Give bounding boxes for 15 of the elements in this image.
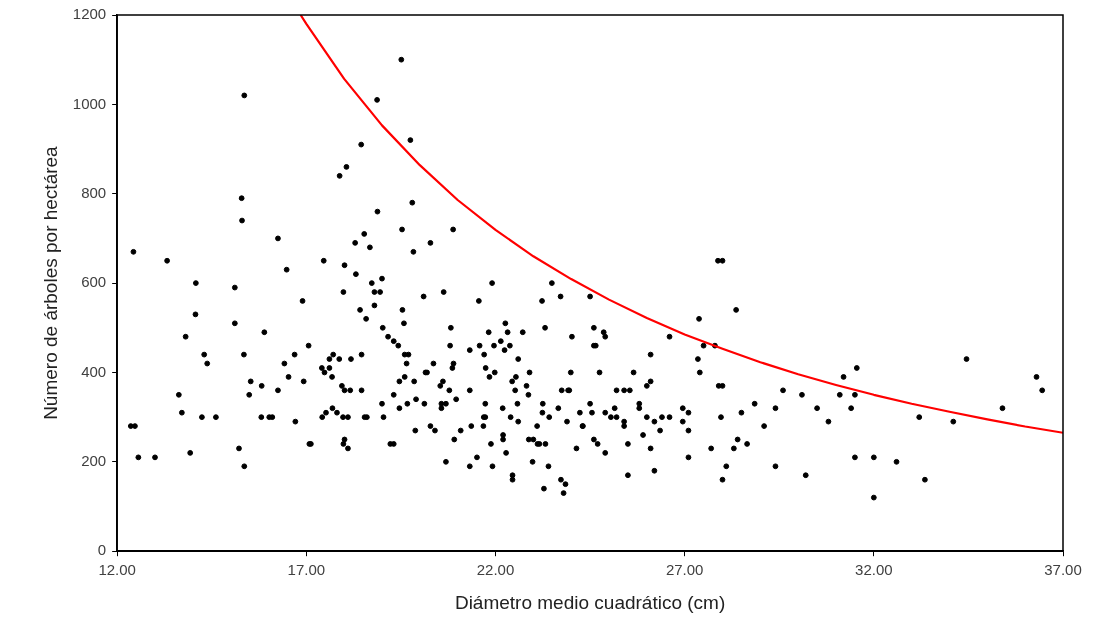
x-tick-label: 37.00 (1044, 561, 1082, 579)
y-tick-label: 1200 (72, 5, 107, 23)
x-tick-label: 12.00 (98, 561, 136, 579)
y-tick-label: 200 (81, 451, 107, 469)
y-axis-title: Número de árboles por hectárea (39, 145, 61, 420)
y-tick-label: 800 (81, 183, 107, 201)
x-tick-label: 32.00 (855, 561, 893, 579)
y-tick-label: 400 (81, 362, 107, 380)
y-tick-label: 0 (97, 541, 107, 559)
x-tick-label: 17.00 (287, 561, 326, 579)
x-axis-title: Diámetro medio cuadrático (cm) (454, 591, 726, 613)
y-tick-label: 600 (81, 273, 107, 291)
x-tick-label: 22.00 (476, 561, 515, 579)
x-tick-label: 27.00 (665, 561, 704, 579)
y-tick-label: 1000 (72, 94, 107, 112)
